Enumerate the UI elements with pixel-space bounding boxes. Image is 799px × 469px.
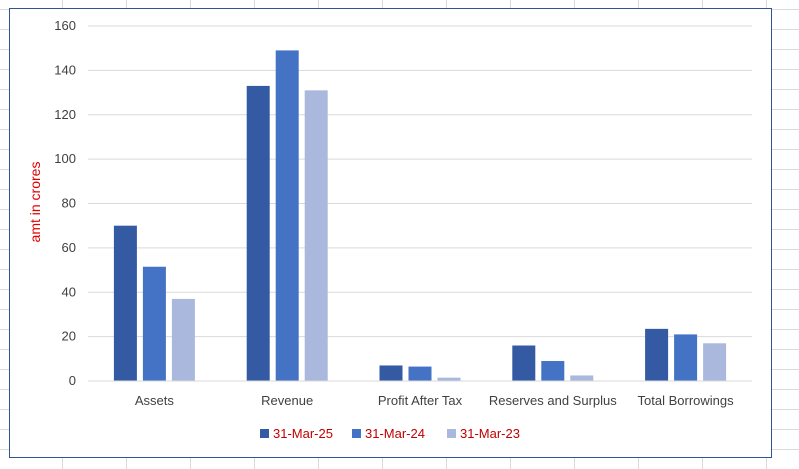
legend-label: 31-Mar-24 (365, 426, 425, 441)
bar (275, 50, 299, 381)
y-axis-label: amt in crores (27, 162, 43, 243)
bar (437, 377, 461, 381)
bar (703, 343, 727, 381)
bar (408, 366, 432, 381)
x-axis-tick-labels: Assets Revenue Profit After Tax Reserves an… (135, 393, 734, 408)
y-tick-label: 20 (62, 329, 76, 344)
bar (570, 375, 594, 381)
gridlines (88, 25, 752, 338)
bar (645, 328, 669, 381)
bar (541, 361, 565, 381)
legend-label: 31-Mar-23 (460, 426, 520, 441)
bar (142, 266, 166, 381)
bar (379, 365, 403, 381)
bar (674, 334, 698, 381)
y-tick-label: 160 (54, 18, 76, 33)
legend-swatch (260, 429, 269, 438)
bar (171, 298, 195, 381)
bar (113, 225, 137, 381)
y-tick-label: 100 (54, 151, 76, 166)
y-axis-tick-labels: 0 20 40 60 80 100 120 140 160 (54, 18, 76, 388)
x-tick-label: Profit After Tax (378, 393, 463, 408)
x-tick-label: Total Borrowings (638, 393, 735, 408)
legend-swatch (352, 429, 361, 438)
bar (304, 90, 328, 381)
x-tick-label: Revenue (261, 393, 313, 408)
bar (512, 345, 536, 381)
x-tick-label: Reserves and Surplus (489, 393, 617, 408)
y-tick-label: 40 (62, 284, 76, 299)
y-tick-label: 120 (54, 107, 76, 122)
bar (246, 85, 270, 381)
legend-label: 31-Mar-25 (273, 426, 333, 441)
y-tick-label: 140 (54, 62, 76, 77)
legend-swatch (447, 429, 456, 438)
y-tick-label: 60 (62, 240, 76, 255)
legend: 31-Mar-25 31-Mar-24 31-Mar-23 (260, 426, 520, 441)
x-tick-label: Assets (135, 393, 175, 408)
y-tick-label: 0 (69, 373, 76, 388)
y-tick-label: 80 (62, 196, 76, 211)
bars (113, 50, 727, 381)
